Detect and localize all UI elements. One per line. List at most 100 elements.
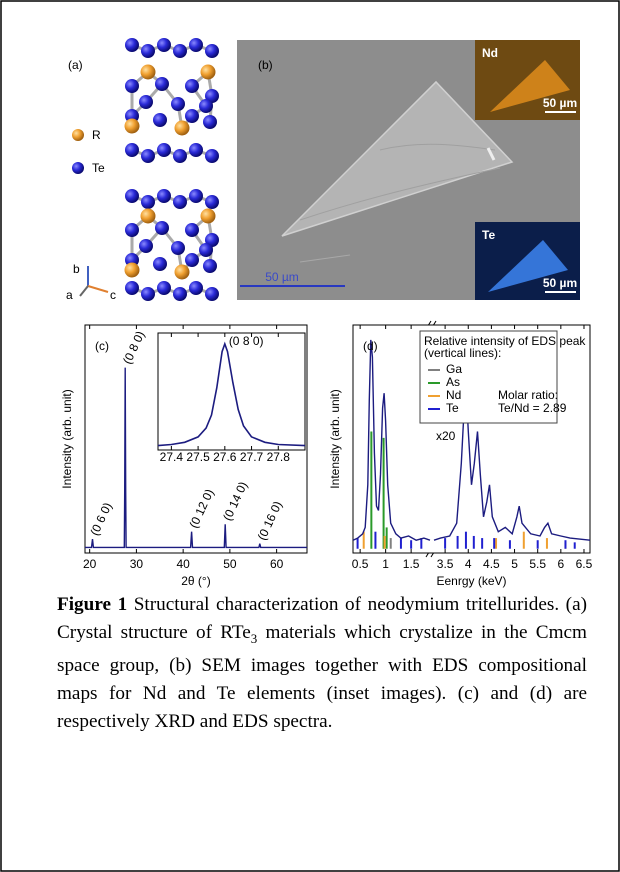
atom [157, 281, 171, 295]
y-axis-label: Intensity (arb. unit) [60, 389, 74, 488]
nd-map [475, 40, 580, 120]
atom [203, 259, 217, 273]
scale-bar-label: 50 µm [265, 270, 299, 284]
atom [173, 44, 187, 58]
x-tick-label: 1 [382, 557, 389, 571]
atom [189, 143, 203, 157]
x-tick-label: 27.7 [240, 450, 264, 464]
atom [125, 143, 139, 157]
atom [125, 223, 139, 237]
atom [141, 44, 155, 58]
atom [189, 189, 203, 203]
atom [189, 281, 203, 295]
atom [205, 287, 219, 301]
x-tick-label: 60 [270, 557, 284, 571]
x-tick-label: 40 [176, 557, 190, 571]
plot-frame [157, 332, 306, 451]
atom [173, 287, 187, 301]
panel-label: (d) [363, 339, 378, 353]
axis-letter: b [73, 262, 80, 276]
atom [173, 195, 187, 209]
peak-label: (0 8 0) [229, 334, 264, 348]
atom [171, 241, 185, 255]
atom [141, 195, 155, 209]
atom [205, 44, 219, 58]
atom [153, 113, 167, 127]
x-tick-label: 27.4 [160, 450, 184, 464]
atom [157, 143, 171, 157]
atom [155, 77, 169, 91]
atom [174, 264, 190, 280]
x-tick-label: 30 [130, 557, 144, 571]
panel-label: (a) [68, 58, 83, 72]
atom [139, 95, 153, 109]
atom [157, 38, 171, 52]
x-tick-label: 20 [83, 557, 97, 571]
caption-label: Figure 1 [57, 594, 128, 615]
atom [185, 109, 199, 123]
legend-label: Te [446, 401, 459, 415]
atom [185, 223, 199, 237]
break-label: x20 [436, 429, 456, 443]
x-tick-label: 4 [465, 557, 472, 571]
data-line [157, 341, 306, 447]
legend-note: Te/Nd = 2.89 [498, 401, 567, 415]
atom [205, 149, 219, 163]
map-label: Nd [482, 46, 498, 60]
caption-text: materials which crystalize in the Cmcm s… [57, 621, 587, 733]
atom [173, 149, 187, 163]
legend-label: Te [92, 161, 105, 175]
atom [189, 38, 203, 52]
atom [200, 64, 216, 80]
legend-title: (vertical lines): [424, 346, 501, 360]
axes-triad [79, 266, 109, 297]
caption-text: Structural characterization of neodymium… [57, 594, 587, 643]
atom [125, 189, 139, 203]
x-axis-label: 2θ (°) [181, 574, 210, 588]
atom [185, 253, 199, 267]
atom [125, 79, 139, 93]
x-tick-label: 27.6 [213, 450, 237, 464]
x-tick-label: 1.5 [403, 557, 420, 571]
legend-label: R [92, 128, 101, 142]
atom [125, 281, 139, 295]
atom [153, 257, 167, 271]
x-tick-label: 27.5 [186, 450, 210, 464]
atom [141, 287, 155, 301]
atom [199, 243, 213, 257]
x-tick-label: 5 [511, 557, 518, 571]
atom [205, 195, 219, 209]
x-tick-label: 6.5 [576, 557, 593, 571]
caption-subscript: 3 [250, 630, 258, 646]
x-tick-label: 0.5 [352, 557, 369, 571]
caption: Figure 1 Structural characterization of … [57, 591, 587, 736]
legend-r-swatch [72, 129, 84, 141]
scale-bar-label: 50 µm [543, 96, 577, 110]
atom [141, 149, 155, 163]
atom [174, 120, 190, 136]
x-tick-label: 50 [223, 557, 237, 571]
atom [125, 38, 139, 52]
data-line [85, 367, 307, 549]
atom [140, 208, 156, 224]
atom [171, 97, 185, 111]
panel-label: (b) [258, 58, 273, 72]
x-axis-label: Eenrgy (keV) [436, 574, 506, 588]
x-tick-label: 4.5 [483, 557, 500, 571]
y-axis-label: Intensity (arb. unit) [328, 389, 342, 488]
legend-label: Nd [446, 388, 461, 402]
scale-bar-label: 50 µm [543, 276, 577, 290]
legend-box [419, 330, 558, 424]
legend-title: Relative intensity of EDS peak [424, 334, 586, 348]
te-map [475, 222, 580, 300]
atom [203, 115, 217, 129]
atom [185, 79, 199, 93]
atom [199, 99, 213, 113]
atom [139, 239, 153, 253]
legend-note: Molar ratio: [498, 388, 558, 402]
atom [157, 189, 171, 203]
atom [124, 262, 140, 278]
